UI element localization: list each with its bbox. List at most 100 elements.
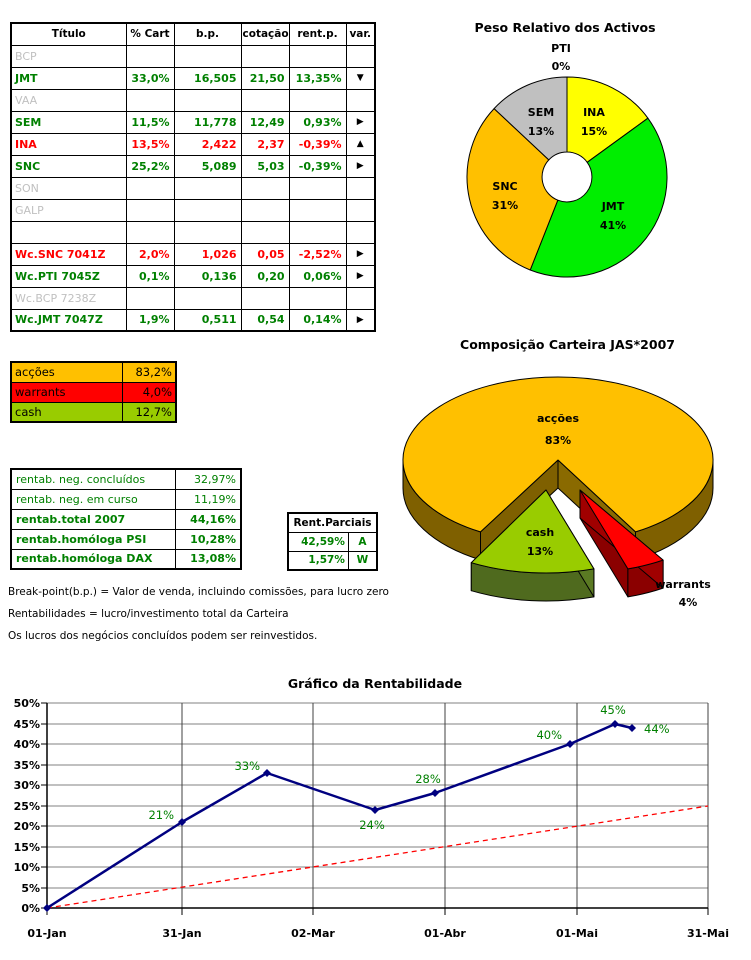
returns-row[interactable]: rentab. neg. em curso 11,19% <box>10 488 242 510</box>
returns-line-chart[interactable]: 0% 5% 10% 15% 20% 25% 30% 35% 40% 45% 50… <box>0 668 751 960</box>
partials-table[interactable]: Rent.Parciais 42,59% A 1,57% W <box>287 512 378 571</box>
allocation-value[interactable]: 12,7% <box>121 401 177 423</box>
donut-label-sem: SEM <box>528 106 554 119</box>
returns-row-dax[interactable]: rentab.homóloga DAX 13,08% <box>10 548 242 570</box>
returns-row[interactable]: rentab. neg. concluídos 32,97% <box>10 468 242 490</box>
table-row-ina[interactable]: INA 13,5% 2,422 2,37 -0,39% ▲ <box>10 132 376 156</box>
table-row-empty[interactable] <box>10 220 376 244</box>
partials-row-w[interactable]: 1,57% W <box>287 550 378 571</box>
point-label-33: 33% <box>234 759 260 773</box>
col-header-pct-cart[interactable]: % Cart <box>125 22 175 46</box>
var-arrow[interactable] <box>345 176 376 200</box>
right-arrow-icon[interactable]: ▶ <box>345 110 376 134</box>
table-row-galp[interactable]: GALP <box>10 198 376 222</box>
x-tick-01jan: 01-Jan <box>27 927 66 940</box>
cell-title[interactable]: SEM <box>10 110 127 134</box>
allocation-label[interactable]: acções <box>10 361 123 383</box>
col-header-cotacao[interactable]: cotação <box>240 22 290 46</box>
pie3d-chart[interactable]: acções 83% cash 13% warrants 4% <box>395 368 730 618</box>
pie3d-slice-cash[interactable] <box>470 489 595 574</box>
table-row-wc-snc[interactable]: Wc.SNC 7041Z 2,0% 1,026 0,05 -2,52% ▶ <box>10 242 376 266</box>
pie3d-label-accoes: acções <box>537 412 579 425</box>
y-tick-35: 35% <box>14 759 40 772</box>
allocation-row-warrants[interactable]: warrants 4,0% <box>10 381 177 403</box>
cell-title[interactable]: Wc.JMT 7047Z <box>10 308 127 332</box>
right-arrow-icon[interactable]: ▶ <box>345 264 376 288</box>
right-arrow-icon[interactable]: ▶ <box>345 154 376 178</box>
table-row-wc-jmt[interactable]: Wc.JMT 7047Z 1,9% 0,511 0,54 0,14% ▶ <box>10 308 376 332</box>
right-arrow-icon[interactable]: ▶ <box>345 308 376 332</box>
returns-row-total[interactable]: rentab.total 2007 44,16% <box>10 508 242 530</box>
x-tick-01abr: 01-Abr <box>424 927 466 940</box>
right-arrow-icon[interactable]: ▶ <box>345 242 376 266</box>
donut-slice-jmt[interactable] <box>529 117 668 278</box>
y-tick-5: 5% <box>21 882 40 895</box>
table-row-son[interactable]: SON <box>10 176 376 200</box>
pie3d-label-cash: cash <box>526 526 554 539</box>
pie3d-slice-warrants[interactable] <box>579 489 664 570</box>
note-breakpoint: Break-point(b.p.) = Valor de venda, incl… <box>8 586 389 598</box>
table-row-sem[interactable]: SEM 11,5% 11,778 12,49 0,93% ▶ <box>10 110 376 134</box>
cell-title[interactable]: BCP <box>10 44 127 68</box>
cell-title[interactable]: JMT <box>10 66 127 90</box>
donut-value-sem: 13% <box>528 125 554 138</box>
var-arrow[interactable] <box>345 44 376 68</box>
col-header-titulo[interactable]: Título <box>10 22 127 46</box>
donut-chart[interactable]: SEM 13% INA 15% SNC 31% JMT 41% <box>462 72 672 282</box>
down-arrow-icon[interactable]: ▼ <box>345 66 376 90</box>
allocation-value[interactable]: 4,0% <box>121 381 177 403</box>
table-row-wc-bcp[interactable]: Wc.BCP 7238Z <box>10 286 376 310</box>
table-row-vaa[interactable]: VAA <box>10 88 376 112</box>
donut-slice-snc[interactable] <box>466 108 559 271</box>
point-label-40: 40% <box>536 728 562 742</box>
donut-chart-title: Peso Relativo dos Activos <box>474 20 656 35</box>
donut-label-ina: INA <box>583 106 605 119</box>
point-label-44: 44% <box>644 722 670 736</box>
allocation-label[interactable]: cash <box>10 401 123 423</box>
col-header-var[interactable]: var. <box>345 22 376 46</box>
note-reinvest: Os lucros dos negócios concluídos podem … <box>8 630 318 642</box>
allocation-row-accoes[interactable]: acções 83,2% <box>10 361 177 383</box>
allocation-table[interactable]: acções 83,2% warrants 4,0% cash 12,7% <box>10 361 177 423</box>
benchmark-line[interactable] <box>46 805 709 909</box>
allocation-value[interactable]: 83,2% <box>121 361 177 383</box>
x-tick-31mai: 31-Mai <box>687 927 729 940</box>
y-tick-0: 0% <box>21 902 40 915</box>
col-header-rentp[interactable]: rent.p. <box>288 22 347 46</box>
cell-title[interactable]: Wc.SNC 7041Z <box>10 242 127 266</box>
var-arrow[interactable] <box>345 88 376 112</box>
returns-row-psi[interactable]: rentab.homóloga PSI 10,28% <box>10 528 242 550</box>
table-row-jmt[interactable]: JMT 33,0% 16,505 21,50 13,35% ▼ <box>10 66 376 90</box>
cell-title[interactable]: VAA <box>10 88 127 112</box>
allocation-label[interactable]: warrants <box>10 381 123 403</box>
returns-table[interactable]: rentab. neg. concluídos 32,97% rentab. n… <box>10 468 242 570</box>
horizontal-gridlines <box>47 702 708 889</box>
table-row-bcp[interactable]: BCP <box>10 44 376 68</box>
col-header-bp[interactable]: b.p. <box>173 22 242 46</box>
var-arrow[interactable] <box>345 198 376 222</box>
portfolio-header-row: Título % Cart b.p. cotação rent.p. var. <box>10 22 376 46</box>
cell-title[interactable]: SON <box>10 176 127 200</box>
cell-title[interactable]: INA <box>10 132 127 156</box>
pie3d-slice-accoes[interactable] <box>402 376 714 533</box>
allocation-row-cash[interactable]: cash 12,7% <box>10 401 177 423</box>
donut-slice-sem[interactable] <box>493 76 568 161</box>
cell-title[interactable]: Wc.BCP 7238Z <box>10 286 127 310</box>
partials-row-a[interactable]: 42,59% A <box>287 531 378 552</box>
portfolio-table[interactable]: Título % Cart b.p. cotação rent.p. var. … <box>10 22 376 332</box>
partials-title[interactable]: Rent.Parciais <box>287 512 378 533</box>
data-point-markers[interactable] <box>43 720 636 912</box>
rentabilidade-line[interactable] <box>46 722 633 910</box>
donut-slice-ina[interactable] <box>566 76 649 163</box>
pie3d-label-warrants: warrants <box>655 578 711 591</box>
table-row-wc-pti[interactable]: Wc.PTI 7045Z 0,1% 0,136 0,20 0,06% ▶ <box>10 264 376 288</box>
donut-label-pti: PTI <box>551 42 571 55</box>
cell-title[interactable]: SNC <box>10 154 127 178</box>
var-arrow[interactable] <box>345 286 376 310</box>
table-row-snc[interactable]: SNC 25,2% 5,089 5,03 -0,39% ▶ <box>10 154 376 178</box>
pie3d-value-accoes: 83% <box>545 434 571 447</box>
up-arrow-icon[interactable]: ▲ <box>345 132 376 156</box>
cell-title[interactable]: GALP <box>10 198 127 222</box>
cell-title[interactable]: Wc.PTI 7045Z <box>10 264 127 288</box>
